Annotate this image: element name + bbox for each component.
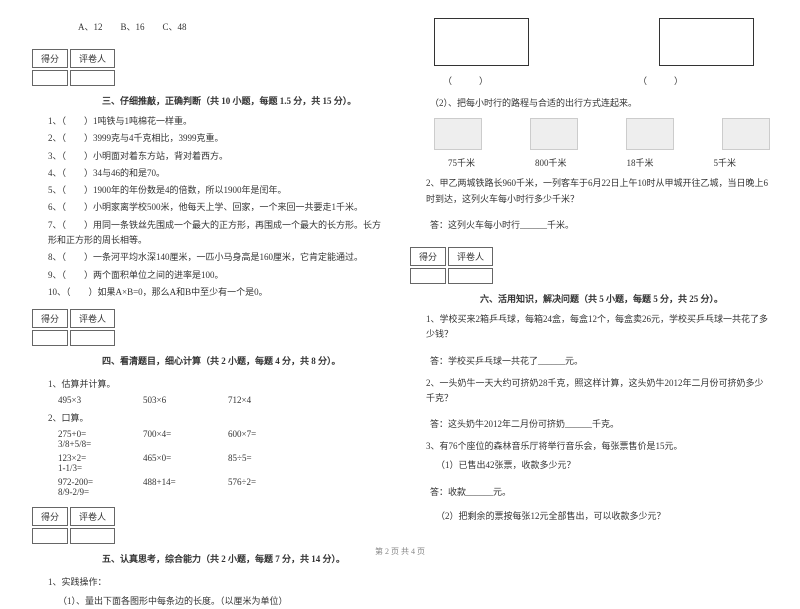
bicycle-icon (722, 118, 770, 150)
judge-3: 3、（ ）小明面对着东方站，背对着西方。 (48, 149, 386, 164)
judge-9: 9、（ ）两个面积单位之间的进率是100。 (48, 268, 386, 283)
score-box-3: 得分评卷人 (30, 47, 386, 88)
distance-row: 75千米800千米18千米5千米 (448, 156, 770, 169)
q5-1-1: （1）、量出下面各图形中每条边的长度。（以厘米为单位） (58, 594, 386, 608)
calc2-heading: 2、口算。 (48, 411, 386, 424)
score-box-5: 得分评卷人 (30, 505, 386, 546)
calc1-row: 495×3503×6712×4 (58, 395, 386, 405)
section-4-title: 四、看清题目，细心计算（共 2 小题，每题 4 分，共 8 分）。 (102, 354, 386, 367)
calc2-r2: 123×2=465×0=85÷5=1-1/3= (58, 453, 386, 473)
paren-row: （ ）（ ） (443, 74, 770, 87)
calc2-r3: 972-200=488+14=576÷2=8/9-2/9= (58, 477, 386, 497)
score-box-4: 得分评卷人 (30, 307, 386, 348)
a-train: 答：这列火车每小时行______千米。 (430, 218, 770, 231)
motorcycle-icon (434, 118, 482, 150)
q5-2: （2）、把每小时行的路程与合适的出行方式连起来。 (430, 96, 770, 110)
judge-8: 8、（ ）一条河平均水深140厘米，一匹小马身高是160厘米，它肯定能通过。 (48, 250, 386, 265)
score-box-6: 得分评卷人 (408, 245, 770, 286)
q6-2: 2、一头奶牛一天大约可挤奶28千克，照这样计算，这头奶牛2012年二月份可挤奶多… (426, 376, 770, 407)
calc1-heading: 1、估算并计算。 (48, 377, 386, 390)
q6-3-1: （1）已售出42张票，收款多少元？ (436, 458, 770, 472)
q-train: 2、甲乙两城铁路长960千米，一列客车于6月22日上午10时从甲城开往乙城，当日… (426, 176, 770, 207)
judge-4: 4、（ ）34与46的和是70。 (48, 166, 386, 181)
section-3-title: 三、仔细推敲，正确判断（共 10 小题，每题 1.5 分，共 15 分）。 (102, 94, 386, 107)
judge-7: 7、（ ）用同一条铁丝先围成一个最大的正方形，再围成一个最大的长方形。长方形和正… (48, 218, 386, 249)
a6-2: 答：这头奶牛2012年二月份可挤奶______千克。 (430, 417, 770, 430)
shape-boxes (434, 18, 770, 66)
judge-10: 10、（ ）如果A×B=0，那么A和B中至少有一个是0。 (48, 285, 386, 300)
q6-3: 3、有76个座位的森林音乐厅将举行音乐会，每张票售价是15元。 (426, 439, 770, 454)
q5-1: 1、实践操作： (48, 575, 386, 588)
page-footer: 第 2 页 共 4 页 (0, 546, 800, 557)
judge-2: 2、（ ）3999克与4千克相比，3999克重。 (48, 131, 386, 146)
a6-1: 答：学校买乒乓球一共花了______元。 (430, 354, 770, 367)
judge-1: 1、（ ）1吨铁与1吨棉花一样重。 (48, 114, 386, 129)
section-6-title: 六、活用知识，解决问题（共 5 小题，每题 5 分，共 25 分）。 (480, 292, 770, 305)
q6-3-2: （2）把剩余的票按每张12元全部售出，可以收款多少元？ (436, 509, 770, 523)
judge-6: 6、（ ）小明家离学校500米，他每天上学、回家，一个来回一共要走1千米。 (48, 200, 386, 215)
q-options: A、12 B、16 C、48 (78, 20, 386, 33)
car-icon (530, 118, 578, 150)
airplane-icon (626, 118, 674, 150)
judge-5: 5、（ ）1900年的年份数是4的倍数，所以1900年是闰年。 (48, 183, 386, 198)
q6-1: 1、学校买来2箱乒乓球，每箱24盒，每盒12个，每盒卖26元，学校买乒乓球一共花… (426, 312, 770, 343)
transport-images (434, 118, 770, 150)
a6-3-1: 答：收款______元。 (430, 485, 770, 498)
calc2-r1: 275+0=700×4=600×7=3/8+5/8= (58, 429, 386, 449)
